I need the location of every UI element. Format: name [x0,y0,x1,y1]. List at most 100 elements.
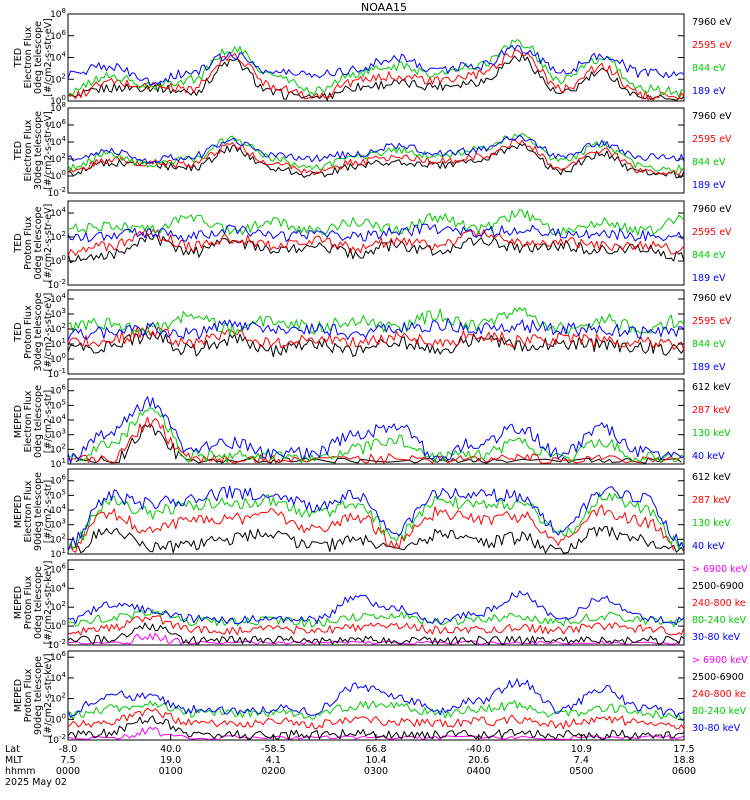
series-line [67,138,685,176]
legend-entry: 2595 eV [692,40,732,51]
y-axis-label-line: 90deg telescope [33,472,44,551]
y-axis-label-line: 0deg telescope [33,566,44,639]
y-axis-label-line: TED [13,48,24,68]
x-tick-label-time: 0200 [261,766,285,777]
y-axis-label-line: Electron Flux [23,26,34,88]
legend-entry: 189 eV [692,180,726,191]
y-axis-label-line: 90deg telescope [33,656,44,735]
x-tick-label-mlt: 19.0 [160,755,181,766]
y-axis-label-line: [#/cm2-s-str-keV] [43,654,54,738]
y-tick-label: 103 [50,307,66,320]
x-tick-label-mlt: 7.5 [60,755,75,766]
y-tick-label: 106 [50,474,66,487]
series-line [67,622,685,645]
series-line [67,44,685,86]
legend-entry: 612 keV [692,382,731,393]
y-tick-label: 108 [50,101,66,114]
series-line [67,632,680,645]
y-tick-label: 102 [50,152,66,165]
y-tick-label: 106 [50,118,66,131]
y-axis-label-line: 0deg telescope [33,21,44,94]
y-tick-label: 104 [50,581,66,594]
legend-entry: 7960 eV [692,111,732,122]
y-axis-label-line: MEPED [13,679,24,712]
x-tick-label-lat: 10.9 [571,744,592,755]
x-tick-label-mlt: 20.6 [468,755,489,766]
y-axis-label-line: Electron Flux [23,119,34,181]
series-line [67,134,685,164]
series-line [67,485,685,551]
x-tick-label-mlt: 7.4 [574,755,589,766]
y-tick-label: 102 [50,692,66,705]
y-axis-label-line: [#/cm2-s-str-keV] [43,561,54,645]
y-tick-label: 102 [50,532,66,545]
legend-entry: 80-240 keV [692,615,747,626]
legend-entry: 240-800 ke [692,689,746,700]
legend-entry: 287 keV [692,405,731,416]
y-axis-label-line: MEPED [13,586,24,619]
x-tick-label-time: 0300 [364,766,388,777]
legend-entry: 2500-6900 [692,672,744,683]
x-row-label-mlt: MLT [5,755,23,766]
y-tick-label: 104 [50,135,66,148]
x-tick-label-lat: -40.0 [466,744,491,755]
legend-entry: 844 eV [692,63,726,74]
y-tick-label: 104 [50,206,66,219]
y-tick-label: 10-1 [48,367,66,380]
legend-entry: 2595 eV [692,134,732,145]
y-tick-label: 100 [50,619,66,632]
legend-entry: 30-80 keV [692,723,741,734]
series-line [67,39,685,98]
legend-entry: 287 keV [692,495,731,506]
chart-title: NOAA15 [361,1,407,14]
y-axis-label-line: [#/cm2-s-str-eV] [43,204,54,283]
panel-7: 10-2 100 102 104 106 MEPED Proton Flux 0deg tel… [13,559,748,651]
series-line [67,699,685,722]
panel-2: 10-2 100 102 104 106 108 TED Electron Flux 30deg… [13,101,732,199]
legend-entry: 30-80 keV [692,632,741,643]
panel-frame [67,289,685,375]
series-line [67,223,685,243]
series-line [67,504,675,553]
y-tick-label: 101 [50,337,66,350]
x-tick-label-lat: 66.8 [365,744,386,755]
y-tick-label: 10-2 [48,278,66,291]
legend-entry: 40 keV [692,541,725,552]
x-tick-label-lat: -8.0 [59,744,78,755]
y-tick-label: 102 [50,600,66,613]
x-tick-label-time: 0400 [467,766,491,777]
y-tick-label: 103 [50,428,66,441]
legend-entry: 80-240 keV [692,706,747,717]
legend-entry: 7960 eV [692,293,732,304]
legend-entry: 189 eV [692,86,726,97]
y-tick-label: 102 [50,230,66,243]
y-tick-label: 104 [50,503,66,516]
legend-entry: 189 eV [692,273,726,284]
legend-entry: 7960 eV [692,17,732,28]
y-tick-label: 100 [50,352,66,365]
y-axis-label-line: [#/cm2-s-str] [43,480,54,543]
x-row-label-lat: Lat [5,744,20,755]
y-axis-label-line: [#/cm2-s-str-eV] [43,111,54,190]
y-axis-label-line: Electron Flux [23,390,34,452]
y-axis-label-line: Proton Flux [23,668,34,722]
y-tick-label: 102 [50,442,66,455]
y-tick-label: 108 [50,7,66,20]
series-line [67,208,685,236]
y-tick-label: 100 [50,169,66,182]
x-tick-label-mlt: 10.4 [365,755,386,766]
y-axis-label-line: TED [13,233,24,253]
x-tick-label-lat: 17.5 [673,744,694,755]
y-tick-label: 10-2 [48,733,66,746]
legend-entry: 130 keV [692,518,731,529]
y-tick-label: 104 [50,51,66,64]
y-tick-label: 106 [50,29,66,42]
series-line [67,492,685,552]
legend-entry: 240-800 ke [692,598,746,609]
x-tick-label-time: 0100 [159,766,183,777]
date-label: 2025 May 02 [5,777,67,788]
